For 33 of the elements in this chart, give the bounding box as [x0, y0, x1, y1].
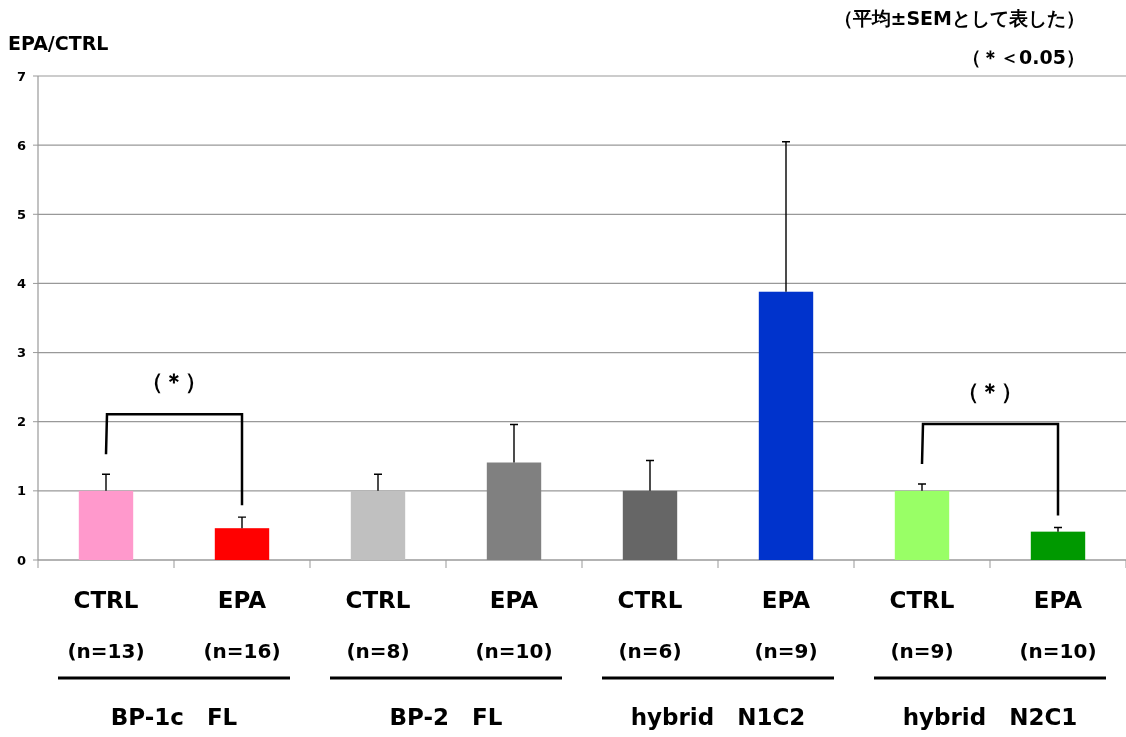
y-tick-label: 5 [16, 206, 26, 222]
text: （＊＜0.05） [962, 46, 1085, 68]
y-tick-label: 3 [16, 345, 26, 361]
annotation: （＊） [957, 378, 1023, 404]
text: BP-1c FL [110, 704, 238, 730]
bar [350, 490, 406, 560]
x-tick-label: CTRL (n=13) [67, 587, 145, 663]
annotation: （＊） [141, 369, 207, 395]
x-tick-label: EPA (n=10) [475, 587, 553, 663]
text: hybrid N1C2 [630, 704, 806, 730]
text: BP-2 FL [389, 704, 503, 730]
bar [214, 528, 270, 560]
y-tick-label: 0 [16, 552, 26, 568]
x-tick-label: EPA (n=10) [1019, 587, 1097, 663]
bar [758, 291, 814, 560]
y-tick-label: 1 [16, 483, 26, 499]
x-tick-label: CTRL (n=8) [345, 587, 411, 663]
x-tick-label: CTRL (n=6) [617, 587, 683, 663]
y-tick-label: 7 [16, 68, 26, 84]
bar [622, 490, 678, 560]
x-tick-label: CTRL (n=9) [889, 587, 955, 663]
x-tick-label: EPA (n=16) [203, 587, 281, 663]
y-tick-label: 4 [16, 275, 26, 291]
y-tick-label: 6 [16, 137, 26, 153]
bar [486, 462, 542, 560]
y-tick-label: 2 [16, 414, 26, 430]
y-axis-title: EPA/CTRL [8, 32, 109, 54]
x-tick-label: EPA (n=9) [754, 587, 818, 663]
bar [78, 490, 134, 560]
text: hybrid N2C1 [902, 704, 1078, 730]
text: （平均±SEMとして表した） [833, 7, 1085, 29]
bar [894, 490, 950, 560]
bar [1030, 531, 1086, 560]
